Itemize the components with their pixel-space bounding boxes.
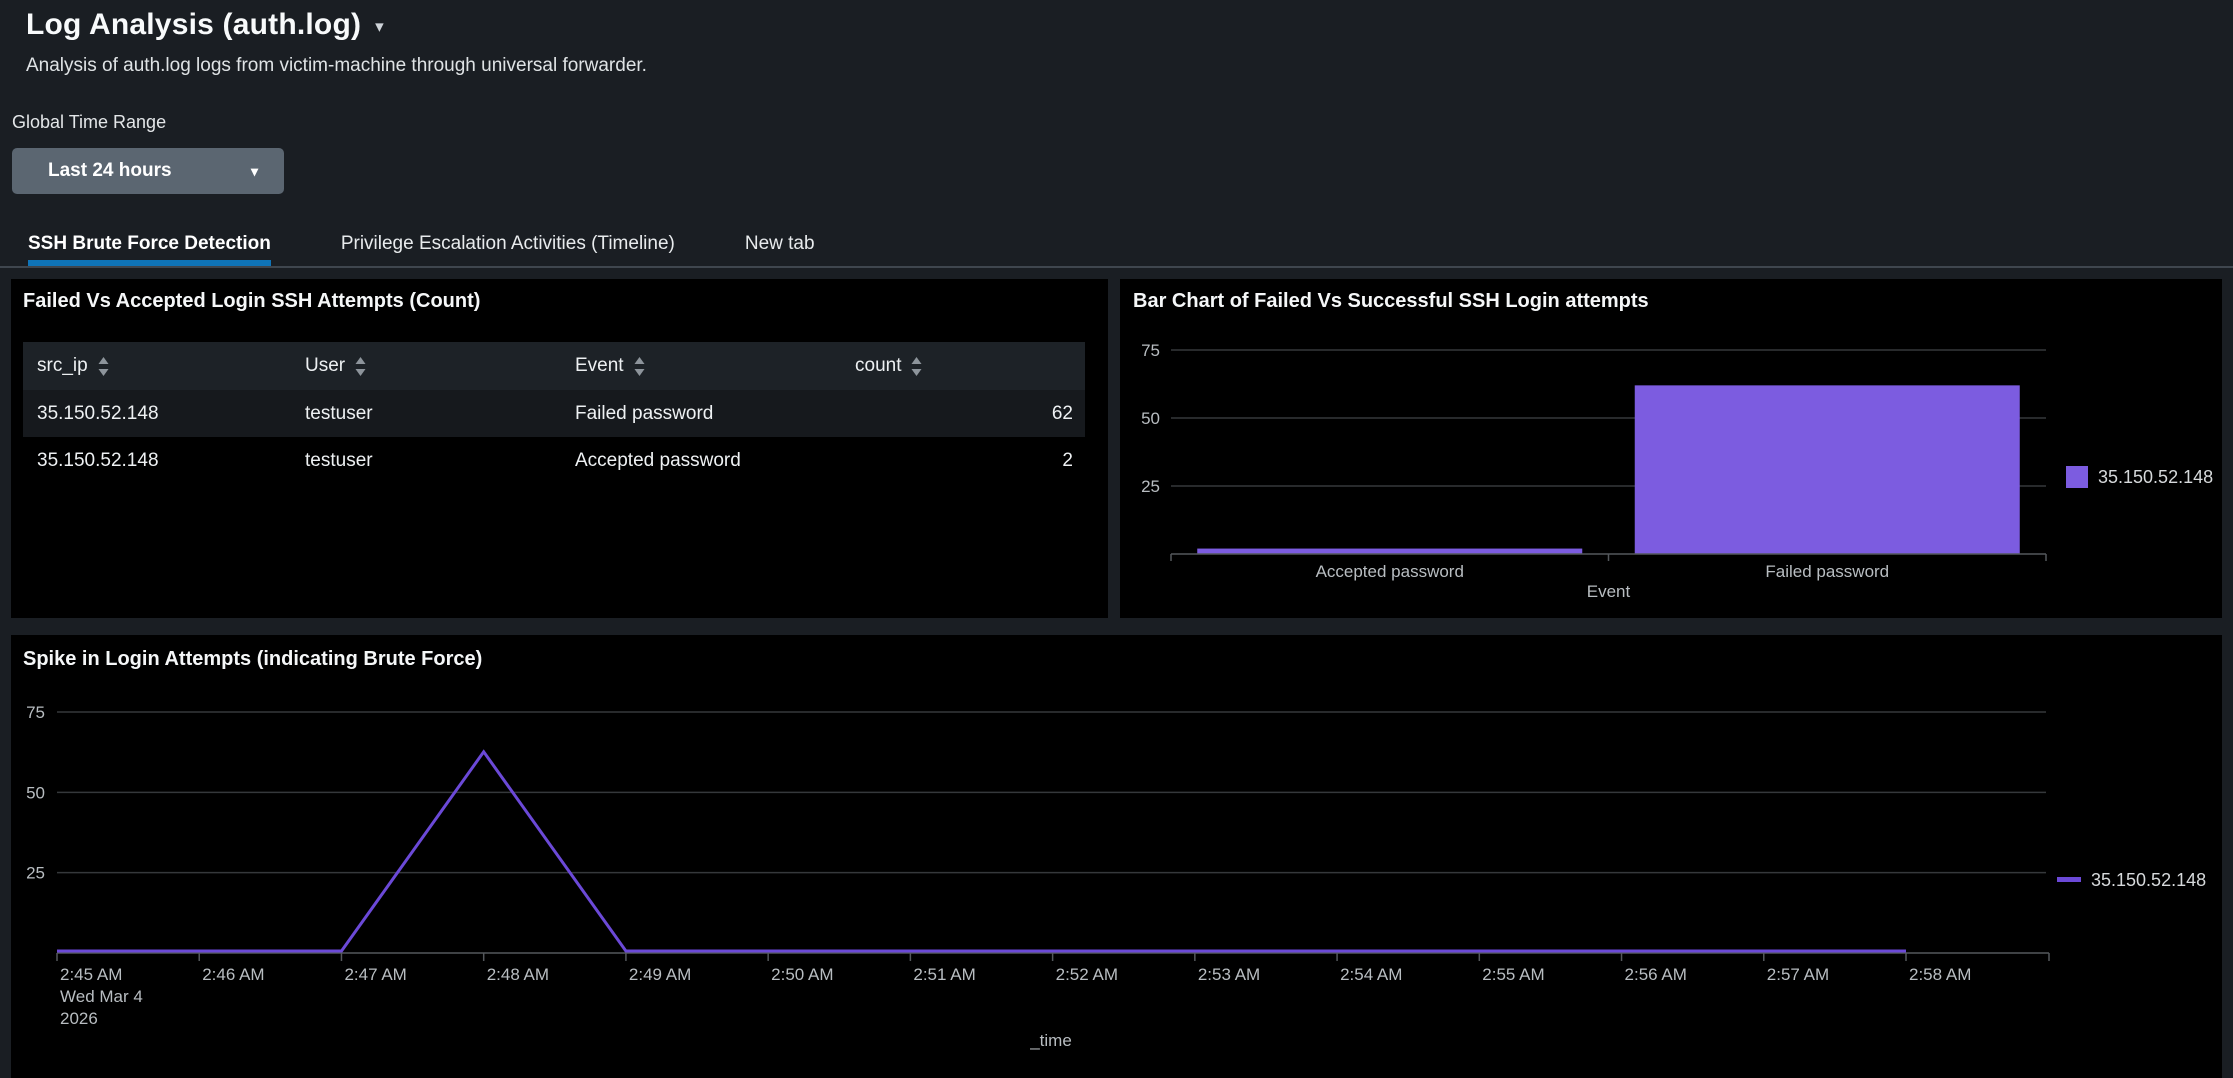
x-axis-tick-label: 2:50 AM [771,965,833,984]
y-axis-tick-label: 75 [1141,341,1160,360]
column-label: Event [575,355,624,377]
x-axis-tick-label: 2:54 AM [1340,965,1402,984]
sort-icon[interactable] [354,356,367,377]
time-range-value: Last 24 hours [48,160,172,182]
page-title: Log Analysis (auth.log) [26,8,361,42]
x-axis-tick-label: 2:57 AM [1767,965,1829,984]
x-axis-tick-label: 2:52 AM [1056,965,1118,984]
chevron-down-icon: ▾ [251,163,258,180]
cell-count: 2 [841,450,1085,472]
bar-failed-password[interactable] [1635,385,2020,554]
x-axis-date-label: 2026 [60,1009,98,1028]
x-axis-category-label: Failed password [1765,562,1889,581]
dashboard-header: Log Analysis (auth.log) ▾ [26,8,384,42]
panel-failed-vs-accepted-table: Failed Vs Accepted Login SSH Attempts (C… [11,279,1108,618]
results-table: src_ip User Event count 35.150.52.148tes… [23,342,1085,484]
column-label: count [855,355,901,377]
x-axis-category-label: Accepted password [1316,562,1464,581]
bar-accepted-password[interactable] [1197,549,1582,554]
title-dropdown-caret-icon[interactable]: ▾ [375,13,384,37]
tab-label: Privilege Escalation Activities (Timelin… [341,233,675,254]
cell-event: Accepted password [561,450,841,472]
line-series[interactable] [57,752,1906,951]
cell-event: Failed password [561,403,841,425]
cell-src_ip: 35.150.52.148 [23,450,291,472]
x-axis-tick-label: 2:45 AM [60,965,122,984]
y-axis-tick-label: 50 [1141,409,1160,428]
line-chart: 25 50 75 2:45 AM 2:46 AM 2:47 AM 2:48 AM 2:49 A… [11,635,2222,1078]
table-row[interactable]: 35.150.52.148testuserFailed password62 [23,390,1085,437]
x-axis-tick-label: 2:58 AM [1909,965,1971,984]
cell-user: testuser [291,403,561,425]
x-axis-date-label: Wed Mar 4 [60,987,143,1006]
bar-chart: 25 50 75 Accepted password Failed password Ev… [1120,279,2222,618]
panel-line-chart: Spike in Login Attempts (indicating Brut… [11,635,2222,1078]
column-label: User [305,355,345,377]
tab-label: New tab [745,233,815,254]
x-axis-tick-label: 2:47 AM [344,965,406,984]
column-label: src_ip [37,355,88,377]
y-axis-tick-label: 25 [1141,477,1160,496]
column-header-count[interactable]: count [841,355,1085,377]
x-axis-tick-label: 2:46 AM [202,965,264,984]
x-axis-tick-label: 2:49 AM [629,965,691,984]
legend-swatch[interactable] [2057,877,2081,882]
legend-swatch[interactable] [2066,466,2088,488]
column-header-src-ip[interactable]: src_ip [23,355,291,377]
sort-icon[interactable] [910,356,923,377]
table-header-row: src_ip User Event count [23,342,1085,390]
y-axis-tick-label: 75 [26,703,45,722]
x-axis-tick-label: 2:56 AM [1625,965,1687,984]
cell-src_ip: 35.150.52.148 [23,403,291,425]
tab-ssh-brute-force-detection[interactable]: SSH Brute Force Detection [28,228,271,266]
tab-bar: SSH Brute Force Detection Privilege Esca… [28,228,885,266]
sort-icon[interactable] [633,356,646,377]
panel-bar-chart: Bar Chart of Failed Vs Successful SSH Lo… [1120,279,2222,618]
x-axis-title: _time [1029,1031,1072,1050]
x-axis-tick-label: 2:48 AM [487,965,549,984]
tab-new-tab[interactable]: New tab [745,228,815,266]
x-axis-tick-label: 2:53 AM [1198,965,1260,984]
cell-count: 62 [841,403,1085,425]
column-header-user[interactable]: User [291,355,561,377]
time-range-dropdown[interactable]: Last 24 hours ▾ [12,148,284,194]
tab-bar-divider [0,266,2233,268]
tab-privilege-escalation[interactable]: Privilege Escalation Activities (Timelin… [341,228,675,266]
cell-user: testuser [291,450,561,472]
column-header-event[interactable]: Event [561,355,841,377]
dashboard-description: Analysis of auth.log logs from victim-ma… [26,55,647,77]
legend-label[interactable]: 35.150.52.148 [2091,870,2206,890]
y-axis-tick-label: 25 [26,864,45,883]
sort-icon[interactable] [97,356,110,377]
results-table-body: 35.150.52.148testuserFailed password6235… [23,390,1085,484]
legend-label[interactable]: 35.150.52.148 [2098,467,2213,487]
tab-label: SSH Brute Force Detection [28,233,271,254]
global-time-range-label: Global Time Range [12,112,166,133]
x-axis-title: Event [1587,582,1631,601]
x-axis-tick-label: 2:51 AM [913,965,975,984]
x-axis-tick-label: 2:55 AM [1482,965,1544,984]
panel-title: Failed Vs Accepted Login SSH Attempts (C… [23,290,480,313]
table-row[interactable]: 35.150.52.148testuserAccepted password2 [23,437,1085,484]
y-axis-tick-label: 50 [26,783,45,802]
